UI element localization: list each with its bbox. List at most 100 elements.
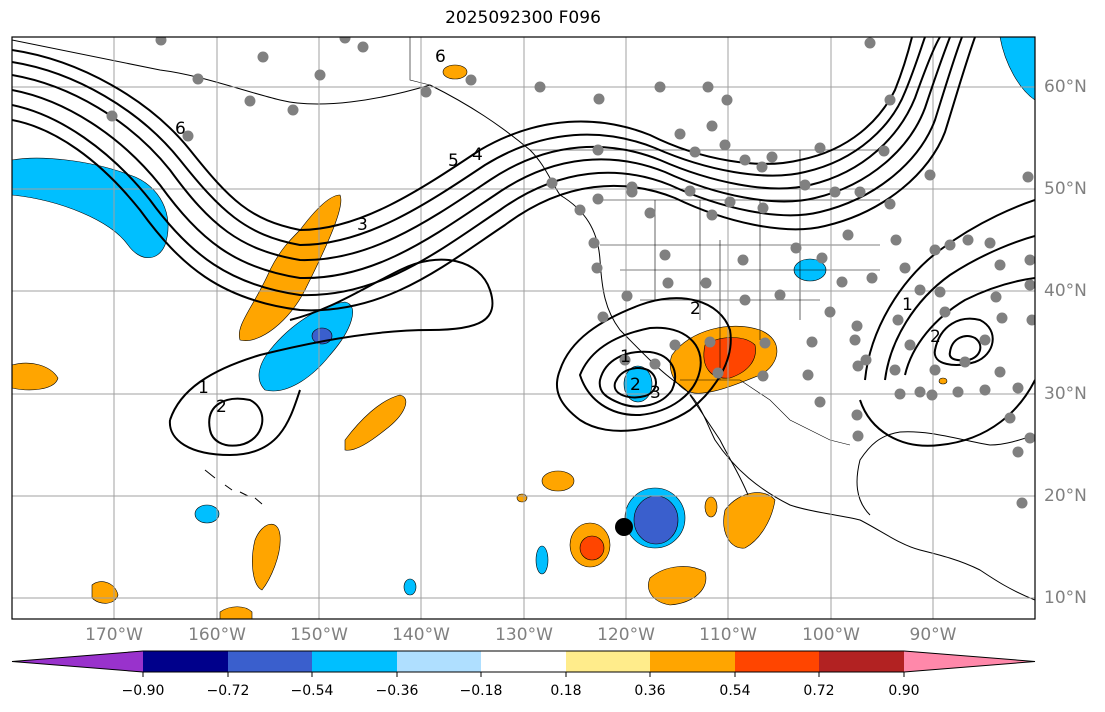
station-dot (700, 277, 712, 289)
station-dot (706, 120, 718, 132)
colorbar-tick-label: 0.72 (803, 683, 835, 699)
positive-anomaly-area (704, 496, 718, 518)
station-dot (659, 249, 671, 261)
coastline-layer (12, 39, 1035, 601)
lon-label: 90°W (909, 625, 957, 645)
lon-label: 110°W (699, 625, 757, 645)
station-dot (706, 209, 718, 221)
station-dot (721, 94, 733, 106)
contour-line (12, 37, 913, 232)
contour-label: 2 (930, 327, 941, 347)
station-dot (814, 142, 826, 154)
positive-anomaly-area (648, 566, 707, 606)
station-dot (192, 73, 204, 85)
positive-anomaly-area (938, 377, 948, 385)
station-dot (244, 95, 256, 107)
station-dot (574, 204, 586, 216)
negative-anomaly-area (194, 504, 220, 524)
positive-anomaly-area (541, 470, 575, 492)
contour-label: 2 (690, 299, 701, 319)
station-dot (592, 144, 604, 156)
contour-line (169, 258, 494, 421)
station-dot (924, 169, 936, 181)
contour-line (12, 37, 926, 247)
map-frame (11, 36, 1036, 620)
station-dot (904, 339, 916, 351)
colorbar-segment (312, 651, 397, 672)
station-dot (662, 277, 674, 289)
station-dot (852, 430, 864, 442)
lon-label: 100°W (802, 625, 860, 645)
contour-label: 1 (620, 347, 631, 367)
colorbar (11, 650, 1036, 677)
station-dot (737, 254, 749, 266)
station-dot (814, 396, 826, 408)
positive-anomaly-area (516, 493, 528, 503)
station-dot (884, 94, 896, 106)
station-dot (155, 37, 167, 46)
station-dot (1016, 497, 1028, 509)
lat-label: 30°N (1044, 384, 1087, 404)
lat-label: 50°N (1044, 179, 1087, 199)
baja-peninsula (689, 394, 749, 496)
station-dot (851, 320, 863, 332)
station-dot (739, 154, 751, 166)
negative-anomaly-area (403, 578, 417, 596)
colorbar-segment (143, 651, 228, 672)
contour-line (12, 37, 963, 297)
contour-label: 4 (472, 145, 483, 165)
station-dot (952, 386, 964, 398)
lat-label: 20°N (1044, 486, 1087, 506)
lon-label: 160°W (188, 625, 246, 645)
station-dot (757, 202, 769, 214)
station-dot (824, 306, 836, 318)
station-dot (996, 312, 1008, 324)
station-dot (926, 389, 938, 401)
station-dot (890, 234, 902, 246)
station-dot (766, 151, 778, 163)
station-dot (1024, 254, 1035, 266)
station-dot (592, 193, 604, 205)
lon-label: 170°W (85, 625, 143, 645)
station-dot (934, 286, 946, 298)
contour-line (208, 397, 264, 447)
colorbar-tick-label: 0.18 (550, 683, 582, 699)
station-dot (182, 130, 194, 142)
north-america-west-coast (429, 84, 1035, 601)
station-dot (626, 186, 638, 198)
contour-label-layer: 6 6 5 4 3 2 1 2 1 2 3 1 2 (175, 47, 941, 417)
colorbar-segment (12, 651, 143, 672)
station-dot (314, 69, 326, 81)
station-dot (759, 337, 771, 349)
station-dot (892, 314, 904, 326)
station-dot (739, 294, 751, 306)
contour-line (12, 37, 951, 280)
station-dot (106, 110, 118, 122)
station-dot (674, 128, 686, 140)
station-dot (619, 354, 631, 366)
station-dot (836, 276, 848, 288)
negative-anomaly-area (12, 157, 169, 259)
station-dots (106, 37, 1035, 509)
station-dot (704, 336, 716, 348)
storm-center-marker (615, 518, 633, 536)
station-dot (287, 104, 299, 116)
positive-anomaly-area (344, 394, 407, 451)
colorbar-segment (228, 651, 312, 672)
lon-label: 140°W (392, 625, 450, 645)
lon-label: 120°W (597, 625, 655, 645)
colorbar-tick-label: −0.90 (121, 683, 165, 699)
station-dot (553, 37, 559, 38)
station-dot (1022, 171, 1034, 183)
contour-label: 3 (650, 383, 661, 403)
station-dot (816, 252, 828, 264)
colorbar-tick-label: −0.72 (206, 683, 250, 699)
alaska-coast (12, 39, 431, 105)
station-dot (864, 37, 876, 49)
station-dot (669, 339, 681, 351)
lat-label: 40°N (1044, 281, 1087, 301)
colorbar-tick-label: 0.90 (888, 683, 920, 699)
station-dot (593, 93, 605, 105)
contour-line (613, 367, 657, 399)
contour-line (12, 37, 976, 312)
